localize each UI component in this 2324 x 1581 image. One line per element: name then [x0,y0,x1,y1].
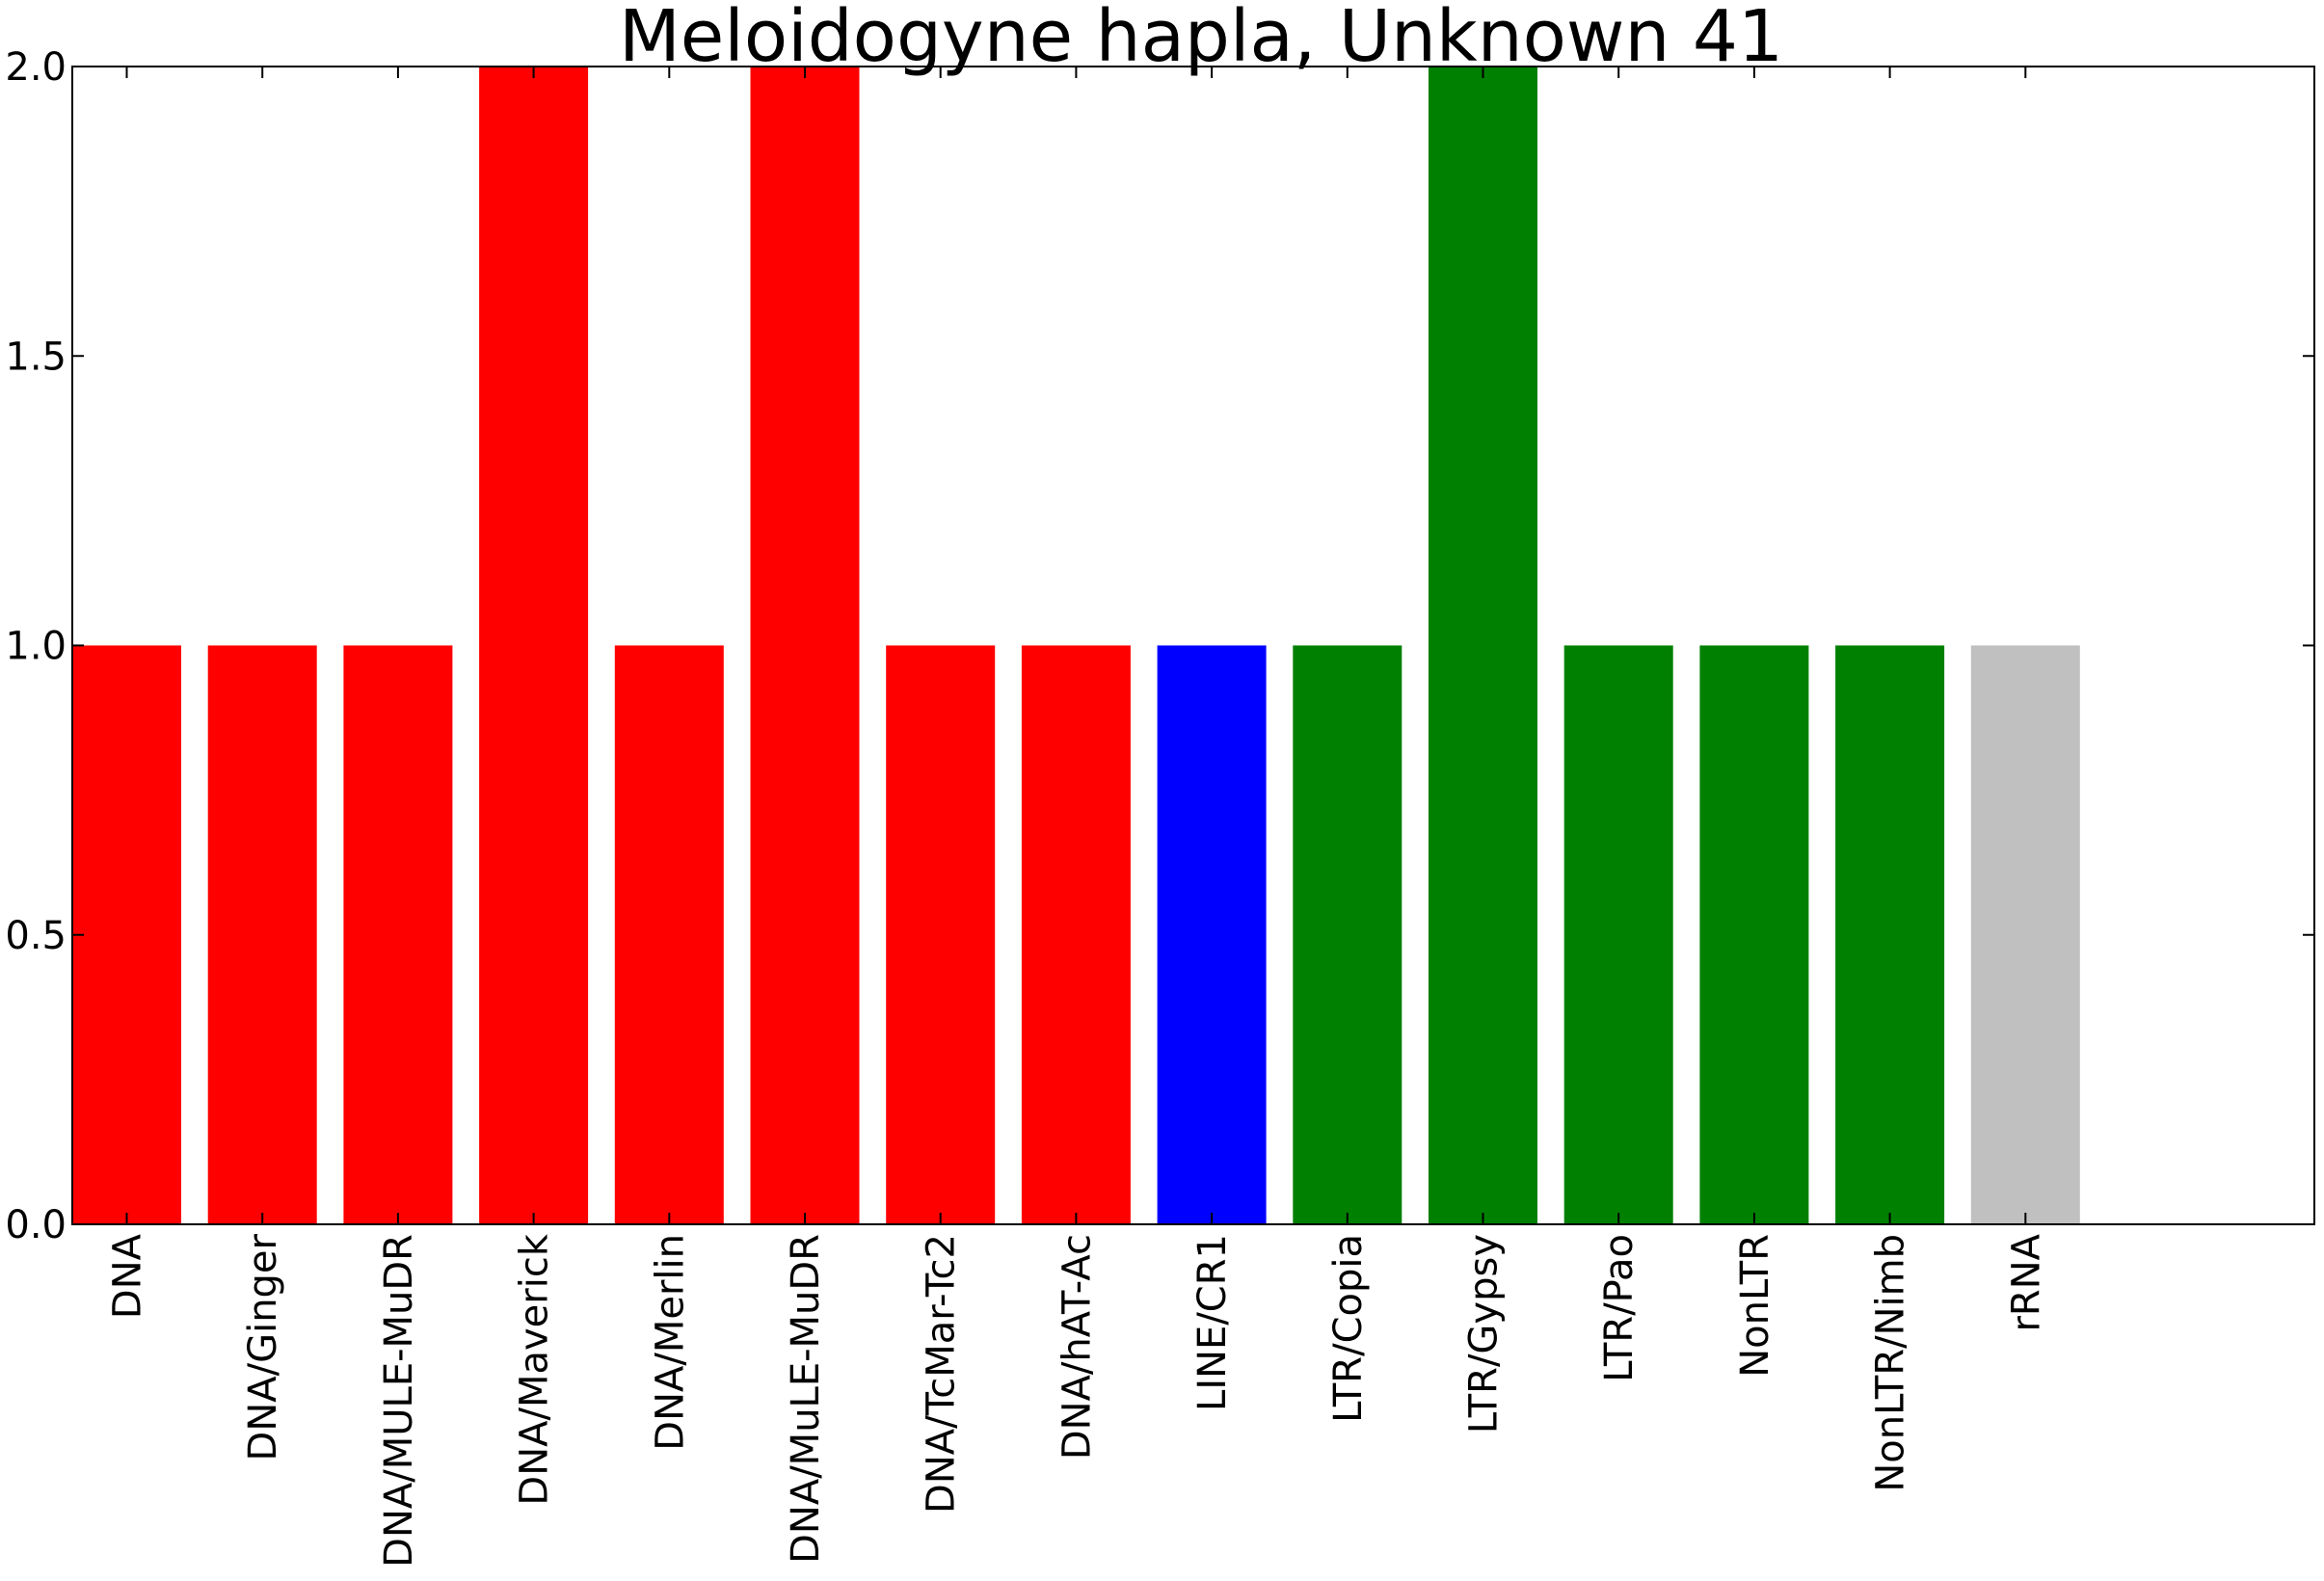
x-tick-label-ltr-copia: LTR/Copia [1326,1234,1371,1423]
bars-group [72,67,2080,1224]
bar-dna-mule-mudr [750,67,860,1224]
bar-dna [72,645,181,1224]
bar-line-cr1 [1157,645,1267,1224]
x-tick-label-ltr-gypsy: LTR/Gypsy [1462,1234,1507,1434]
bar-dna-merlin [614,645,724,1224]
x-tick-label-dna-merlin: DNA/Merlin [648,1234,692,1451]
x-tick-label-dna-maverick: DNA/Maverick [513,1233,557,1505]
bar-dna-maverick [479,67,589,1224]
bar-ltr-copia [1293,645,1402,1224]
x-axis: DNA DNA/Ginger DNA/MULE-MuDR DNA/Maverick DN… [106,67,2048,1568]
x-tick-label-dna-hat-ac: DNA/hAT-Ac [1055,1234,1099,1460]
y-tick-label: 1.5 [5,335,67,379]
x-tick-label-dna-tcmar-tc2: DNA/TcMar-Tc2 [920,1234,964,1514]
y-tick-label: 1.0 [5,625,67,669]
bar-ltr-pao [1563,645,1673,1224]
x-tick-label-rrna: rRNA [2004,1233,2048,1331]
bar-nonltr [1699,645,1809,1224]
x-tick-label-dna-ginger: DNA/Ginger [241,1233,285,1460]
y-tick-label: 0.0 [5,1203,67,1247]
y-tick-label: 0.5 [5,914,67,958]
y-tick-label: 2.0 [5,45,67,90]
x-tick-label-dna: DNA [106,1233,150,1319]
bar-dna-mule-mudr [343,645,453,1224]
x-tick-label-ltr-pao: LTR/Pao [1597,1234,1642,1382]
bar-dna-tcmar-tc2 [886,645,996,1224]
x-tick-label-nonltr: NonLTR [1733,1234,1777,1378]
plot-frame [71,66,2315,1225]
x-tick-label-line-cr1: LINE/CR1 [1190,1234,1235,1411]
chart-title: Meloidogyne hapla, Unknown 41 [619,0,1783,78]
x-tick-label-dna-mule-mudr: DNA/MuLE-MuDR [784,1234,828,1564]
bar-ltr-gypsy [1429,67,1537,1224]
bar-rrna [1970,645,2080,1224]
bar-dna-ginger [207,645,317,1224]
y-axis: 0.0 0.5 1.0 1.5 2.0 [5,45,2314,1247]
x-tick-label-dna-mule-mudr: DNA/MULE-MuDR [377,1234,421,1568]
bar-nonltr-nimb [1835,645,1945,1224]
x-tick-label-nonltr-nimb: NonLTR/Nimb [1869,1234,1913,1492]
bar-dna-hat-ac [1021,645,1131,1224]
